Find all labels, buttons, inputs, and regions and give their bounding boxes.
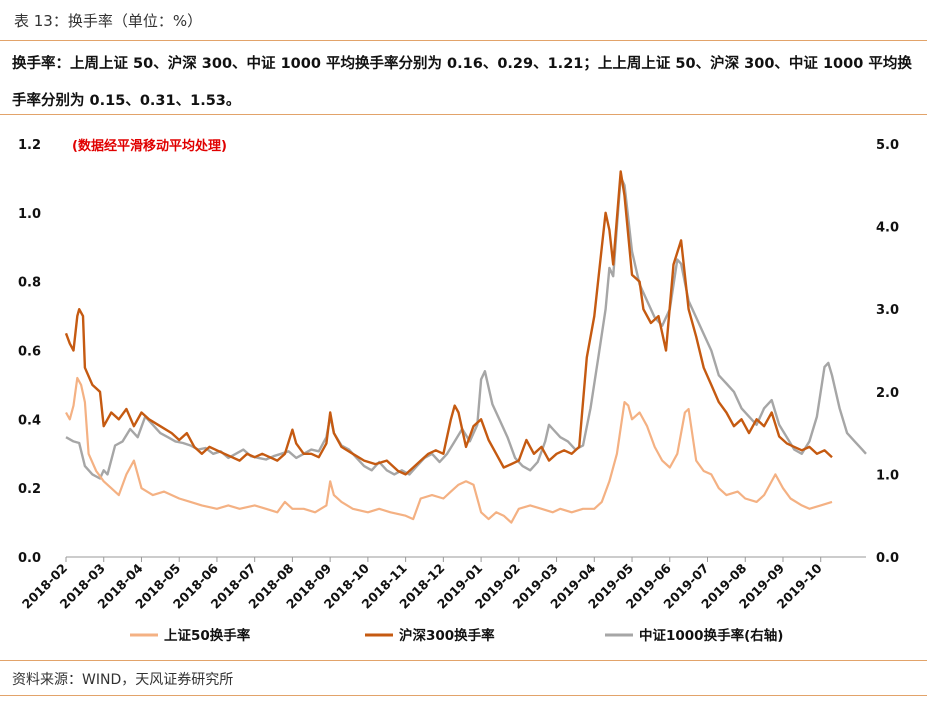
y-right-tick-label: 0.0 xyxy=(876,551,899,566)
y-right-tick-label: 1.0 xyxy=(876,468,899,483)
series-sz50-line xyxy=(65,376,833,524)
y-left-tick-label: 0.6 xyxy=(18,345,41,360)
y-left-tick-label: 0.8 xyxy=(18,276,41,291)
report-header: 表 13：换手率（单位：%） xyxy=(0,0,927,40)
y-left-tick-label: 0.4 xyxy=(18,413,41,428)
legend-label: 上证50换手率 xyxy=(164,627,251,644)
legend-label: 沪深300换手率 xyxy=(399,627,495,644)
y-right-tick-label: 4.0 xyxy=(876,221,899,236)
source-note: 资料来源：WIND，天风证券研究所 xyxy=(12,672,234,688)
y-right-tick-label: 5.0 xyxy=(876,138,899,153)
y-left-tick-label: 1.2 xyxy=(18,138,41,153)
y-left-tick-label: 0.0 xyxy=(18,551,41,566)
series-layer xyxy=(64,170,867,524)
turnover-line-chart: 0.00.20.40.60.81.01.20.01.02.03.04.05.02… xyxy=(18,138,899,644)
summary-text: 换手率：上周上证 50、沪深 300、中证 1000 平均换手率分别为 0.16… xyxy=(12,56,912,109)
legend: 上证50换手率 沪深300换手率 中证1000换手率(右轴) xyxy=(130,627,783,644)
divider-mid xyxy=(0,114,927,115)
series-hs300-line xyxy=(64,170,833,476)
y-left-tick-label: 1.0 xyxy=(18,207,41,222)
y-left-tick-label: 0.2 xyxy=(18,482,41,497)
chart-annotation: (数据经平滑移动平均处理) xyxy=(72,138,227,154)
y-right-tick-label: 2.0 xyxy=(876,386,899,401)
divider-bottom xyxy=(0,660,927,661)
series-zz1000-line xyxy=(65,175,867,480)
legend-label: 中证1000换手率(右轴) xyxy=(639,627,783,644)
y-right-tick-label: 3.0 xyxy=(876,303,899,318)
divider-end xyxy=(0,695,927,696)
divider-top xyxy=(0,40,927,41)
axes-layer: 0.00.20.40.60.81.01.20.01.02.03.04.05.02… xyxy=(18,138,899,612)
table-title: 表 13：换手率（单位：%） xyxy=(14,12,203,30)
